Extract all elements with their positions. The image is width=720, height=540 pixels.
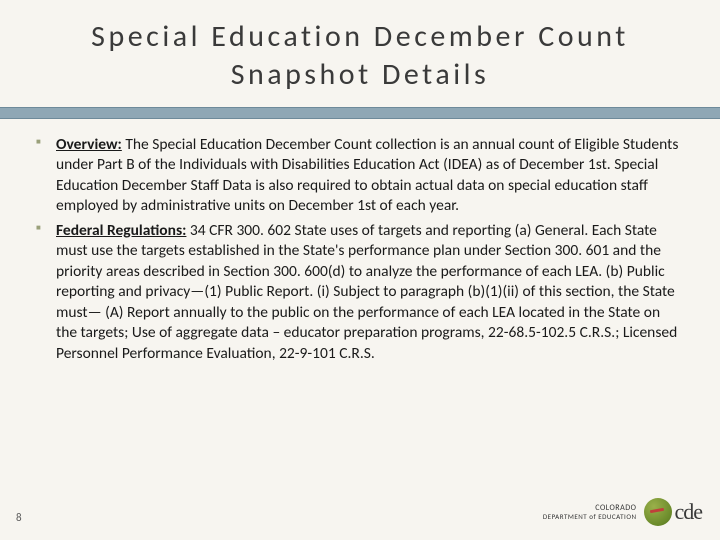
page-title: Special Education December Count Snapsho… xyxy=(30,18,690,93)
list-item: Overview: The Special Education December… xyxy=(56,135,682,217)
bullet-lead: Federal Regulations: xyxy=(56,221,186,240)
footer: 8 COLORADO DEPARTMENT of EDUCATION cde xyxy=(0,494,720,530)
globe-icon xyxy=(644,498,672,526)
cde-mark: cde xyxy=(644,498,702,526)
logo-text: COLORADO DEPARTMENT of EDUCATION xyxy=(543,504,637,520)
logo: COLORADO DEPARTMENT of EDUCATION cde xyxy=(543,498,702,526)
page-number: 8 xyxy=(16,511,22,524)
logo-text-bottom: DEPARTMENT of EDUCATION xyxy=(543,513,637,521)
divider-bar xyxy=(0,107,720,119)
logo-letters: cde xyxy=(674,499,702,525)
title-band: Special Education December Count Snapsho… xyxy=(0,0,720,107)
bullet-text: The Special Education December Count col… xyxy=(56,135,678,215)
bullet-list: Overview: The Special Education December… xyxy=(56,135,682,364)
list-item: Federal Regulations: 34 CFR 300. 602 Sta… xyxy=(56,221,682,364)
bullet-text: 34 CFR 300. 602 State uses of targets an… xyxy=(56,221,677,363)
content-area: Overview: The Special Education December… xyxy=(0,119,720,364)
slide: Special Education December Count Snapsho… xyxy=(0,0,720,540)
bullet-lead: Overview: xyxy=(56,135,122,154)
